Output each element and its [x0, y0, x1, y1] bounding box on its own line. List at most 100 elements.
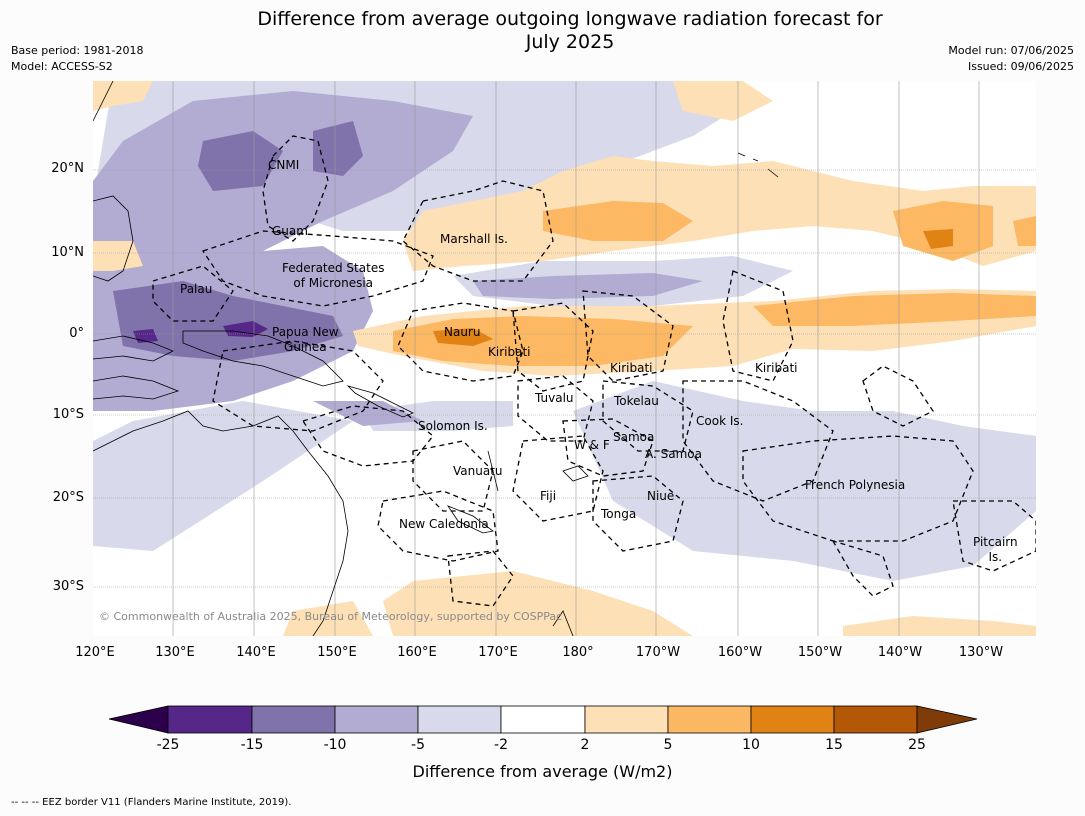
eez-border-png: [212, 340, 384, 432]
colorbar-bin: [334, 705, 419, 734]
label-tuvalu: Tuvalu: [535, 391, 574, 405]
anomaly-region-pos-light: [403, 156, 1036, 271]
lon-label-120e: 120°E: [75, 645, 115, 660]
anomaly-region-neg-light: [93, 401, 353, 551]
lon-label-140w: 140°W: [877, 645, 923, 660]
lon-label-150e: 150°E: [317, 645, 357, 660]
colorbar-extend-high: [916, 705, 978, 734]
label-png-line1: Papua New: [272, 325, 339, 339]
label-pitcairn-line2: Is.: [988, 550, 1003, 564]
label-kiribati-east: Kiribati: [755, 361, 798, 375]
anomaly-region-neg-light: [573, 381, 1036, 581]
map-title: Difference from average outgoing longwav…: [170, 8, 970, 54]
label-wallis-futuna: W & F: [574, 438, 610, 452]
anomaly-region-neg-strong: [198, 131, 283, 191]
map-title-line1: Difference from average outgoing longwav…: [257, 8, 883, 30]
meta-left: Base period: 1981-2018 Model: ACCESS-S2: [11, 43, 143, 75]
label-marshall-islands: Marshall Is.: [440, 232, 508, 246]
colorbar-tick: 10: [742, 737, 760, 753]
colorbar-bin: [584, 705, 669, 734]
forecast-map: [93, 81, 1036, 636]
anomaly-region-pos-mid: [1013, 216, 1036, 246]
label-french-polynesia: French Polynesia: [805, 478, 906, 492]
meta-right: Model run: 07/06/2025 Issued: 09/06/2025: [948, 43, 1074, 75]
label-new-caledonia: New Caledonia: [399, 517, 489, 531]
anomaly-region-pos-mid: [543, 201, 693, 241]
base-period: Base period: 1981-2018: [11, 44, 144, 57]
label-png: Papua New Guinea: [272, 325, 339, 355]
anomaly-region-pos-light: [673, 81, 773, 121]
coastlines: [93, 81, 779, 636]
colorbar-tick: 2: [580, 737, 590, 753]
anomaly-region-neg-mid: [313, 401, 423, 426]
anomaly-region-pos-strong: [433, 328, 493, 346]
colorbar-extend-low: [108, 705, 169, 734]
label-cnmi: CNMI: [268, 158, 300, 172]
label-vanuatu: Vanuatu: [453, 464, 503, 478]
label-niue: Niue: [647, 489, 675, 503]
anomaly-region-neg-mid: [93, 91, 473, 271]
anomaly-region-pos-light: [843, 616, 1036, 636]
eez-border-pitcairn: [952, 500, 1036, 572]
anomaly-region-pos-light: [383, 571, 693, 636]
label-fiji: Fiji: [540, 489, 557, 503]
new-guinea-west-coast: [93, 335, 174, 362]
new-zealand: [552, 610, 574, 636]
lon-label-170e: 170°E: [478, 645, 518, 660]
lon-label-180: 180°: [562, 645, 594, 660]
colorbar-bin: [417, 705, 502, 734]
indonesia-islands: [93, 375, 180, 400]
colorbar-bin: [251, 705, 336, 734]
fiji: [562, 465, 589, 482]
colorbar-tick: -2: [494, 737, 508, 753]
anomaly-region-neg-light: [363, 401, 513, 431]
label-fsm-line2: of Micronesia: [293, 276, 374, 290]
anomaly-region-pos-light: [283, 601, 373, 636]
anomaly-field: [93, 81, 1036, 636]
colorbar-bin: [833, 705, 918, 734]
colorbar-label: Difference from average (W/m2): [412, 762, 673, 781]
label-guam: Guam: [272, 224, 308, 238]
lon-label-130w: 130°W: [958, 645, 1004, 660]
eez-border-kiribati-phoenix: [582, 290, 674, 382]
eez-border-samoa-wf: [562, 418, 654, 477]
label-pitcairn: Pitcairn Is.: [973, 535, 1018, 565]
label-nauru: Nauru: [444, 325, 481, 339]
eez-border-cnmi-guam: [262, 135, 329, 242]
label-tokelau: Tokelau: [614, 394, 659, 408]
anomaly-region-pos-light: [93, 81, 153, 111]
label-samoa: Samoa: [613, 430, 655, 444]
anomaly-region-neg-strong: [313, 121, 363, 176]
model-name: Model: ACCESS-S2: [11, 60, 113, 73]
colorbar-bin: [500, 705, 586, 734]
eez-border-howland: [862, 365, 934, 427]
anomaly-region-pos-strong: [923, 229, 953, 249]
lat-label-20s: 20°S: [52, 490, 84, 505]
label-solomon-islands: Solomon Is.: [418, 419, 488, 433]
png-coastline: [182, 330, 344, 387]
eez-border-marshall: [402, 180, 554, 282]
lon-label-160w: 160°W: [717, 645, 763, 660]
eez-border-tokelau-cook: [602, 380, 694, 452]
copyright-notice: © Commonwealth of Australia 2025, Bureau…: [99, 610, 563, 623]
new-caledonia: [446, 505, 494, 534]
eez-border-palau: [152, 265, 234, 322]
colorbar-tick: -5: [411, 737, 425, 753]
eez-borders: [152, 135, 1036, 607]
eez-border-french-polynesia: [742, 435, 974, 542]
colorbar-tick: 5: [663, 737, 673, 753]
eez-border-fsm: [201, 230, 434, 307]
lon-label-170w: 170°W: [635, 645, 681, 660]
colorbar-tick: -15: [240, 737, 264, 753]
australia-coastline: [93, 410, 349, 636]
colorbar-bin: [667, 705, 752, 734]
label-fsm-line1: Federated States: [282, 261, 385, 275]
colorbar-bin: [167, 705, 253, 734]
eez-border-cook: [682, 380, 834, 502]
label-png-line2: Guinea: [284, 340, 327, 354]
colorbar-tick: -10: [323, 737, 347, 753]
graticule: [93, 81, 1036, 636]
map-title-line2: July 2025: [525, 31, 615, 53]
colorbar: [108, 705, 978, 734]
lon-label-140e: 140°E: [236, 645, 276, 660]
